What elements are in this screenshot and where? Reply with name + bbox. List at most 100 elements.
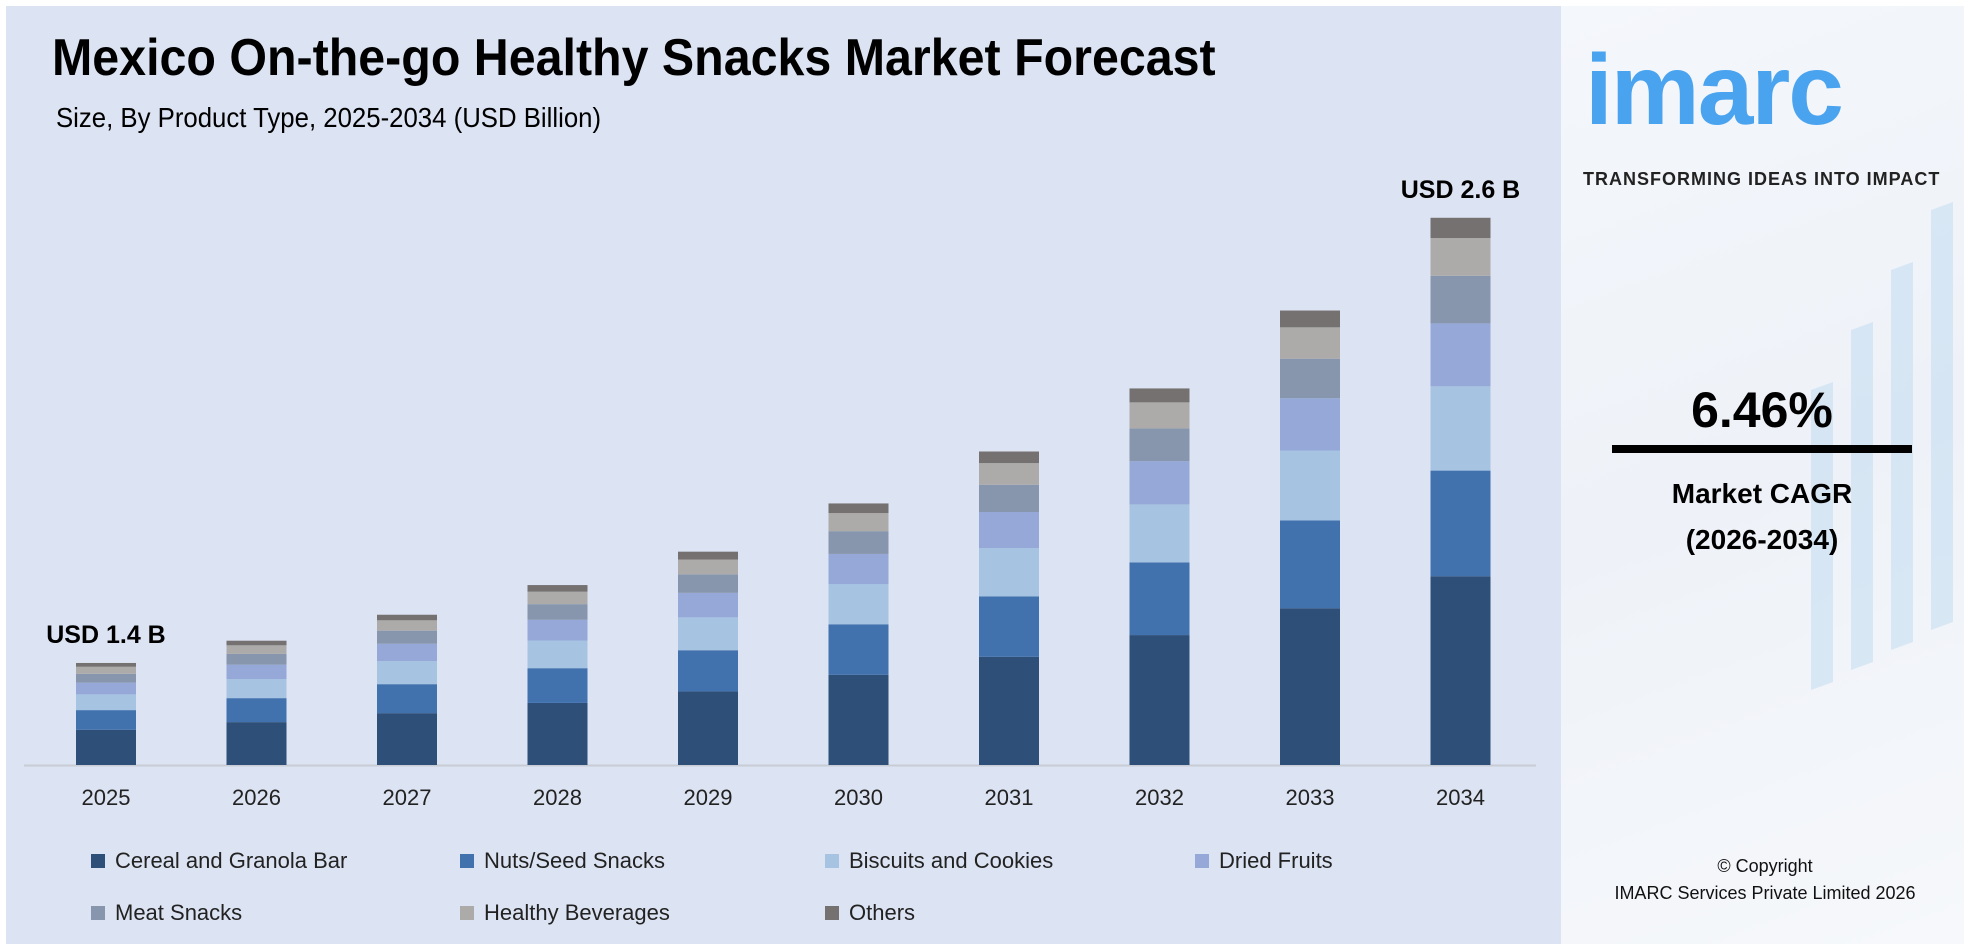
legend-item: Others — [825, 900, 915, 926]
bar-segment-2026-3 — [226, 664, 287, 679]
x-tick-label: 2028 — [533, 785, 582, 810]
bar-segment-2025-1 — [76, 710, 136, 730]
bar-segment-2028-3 — [527, 619, 588, 641]
x-tick-label: 2027 — [383, 785, 432, 810]
bar-segment-2026-4 — [226, 653, 287, 665]
bar-segment-2031-6 — [979, 451, 1039, 464]
legend-label: Nuts/Seed Snacks — [484, 848, 665, 873]
bar-segment-2032-6 — [1129, 388, 1190, 403]
bar-segment-2031-0 — [979, 656, 1039, 765]
bar-segment-2025-3 — [76, 682, 136, 695]
x-tick-label: 2030 — [834, 785, 883, 810]
bar-segment-2032-1 — [1129, 562, 1190, 636]
bar-segment-2029-4 — [678, 574, 738, 593]
bar-segment-2034-4 — [1430, 275, 1491, 324]
legend-label: Dried Fruits — [1219, 848, 1333, 873]
bar-segment-2026-1 — [226, 698, 287, 723]
bar-segment-2033-6 — [1280, 310, 1340, 328]
bar-segment-2033-5 — [1280, 327, 1340, 359]
cagr-divider — [1612, 445, 1912, 453]
legend-label: Others — [849, 900, 916, 925]
bar-segment-2026-0 — [226, 722, 287, 765]
bar-segment-2028-2 — [527, 640, 588, 669]
bar-segment-2030-1 — [828, 624, 889, 675]
bar-segment-2031-2 — [979, 548, 1039, 597]
bar-segment-2034-5 — [1430, 238, 1491, 276]
legend-label: Biscuits and Cookies — [849, 848, 1054, 873]
bar-segment-2033-4 — [1280, 358, 1340, 399]
legend-item: Healthy Beverages — [460, 900, 670, 926]
bar-segment-2027-3 — [377, 643, 437, 662]
bar-segment-2029-0 — [678, 691, 738, 765]
bar-segment-2034-3 — [1430, 323, 1491, 387]
bar-segment-2027-2 — [377, 661, 437, 685]
data-label-2025: USD 1.4 B — [46, 621, 165, 649]
bar-segment-2032-5 — [1129, 402, 1190, 429]
imarc-logo: imarc — [1585, 40, 1842, 140]
cagr-label: Market CAGR — [1671, 478, 1853, 509]
bar-segment-2029-2 — [678, 617, 738, 651]
bar-segment-2027-4 — [377, 630, 437, 644]
bar-segment-2030-5 — [828, 513, 889, 532]
bar-segment-2031-1 — [979, 596, 1039, 657]
bar-segment-2033-2 — [1280, 450, 1340, 521]
bar-segment-2029-5 — [678, 559, 738, 575]
bar-segment-2028-5 — [527, 591, 588, 605]
bar-segment-2033-3 — [1280, 398, 1340, 451]
legend-label: Meat Snacks — [115, 900, 243, 925]
bar-segment-2033-1 — [1280, 520, 1340, 609]
bar-segment-2026-6 — [226, 640, 287, 646]
bar-segment-2034-1 — [1430, 470, 1491, 577]
bar-segment-2027-6 — [377, 614, 437, 621]
legend-swatch — [91, 854, 105, 868]
legend-item: Dried Fruits — [1195, 848, 1333, 874]
x-tick-label: 2031 — [985, 785, 1034, 810]
legend-item: Cereal and Granola Bar — [91, 848, 347, 874]
bar-segment-2025-6 — [76, 662, 136, 667]
bar-segment-2025-2 — [76, 694, 136, 711]
bar-segment-2029-1 — [678, 650, 738, 692]
chart-subtitle: Size, By Product Type, 2025-2034 (USD Bi… — [56, 102, 602, 133]
bar-segment-2025-4 — [76, 673, 136, 683]
legend-swatch — [460, 906, 474, 920]
bar-segment-2031-5 — [979, 463, 1039, 485]
x-tick-label: 2032 — [1135, 785, 1184, 810]
copyright-line2: IMARC Services Private Limited 2026 — [1614, 883, 1916, 903]
bar-segment-2032-4 — [1129, 428, 1190, 462]
cagr-value: 6.46% — [1691, 382, 1833, 438]
bar-segment-2032-3 — [1129, 461, 1190, 505]
bar-segment-2026-5 — [226, 645, 287, 654]
legend-item: Meat Snacks — [91, 900, 242, 926]
bar-segment-2034-0 — [1430, 576, 1491, 765]
bar-segment-2031-4 — [979, 484, 1039, 513]
x-tick-label: 2034 — [1436, 785, 1485, 810]
bar-segment-2027-1 — [377, 684, 437, 714]
bar-segment-2025-0 — [76, 729, 136, 765]
legend-swatch — [1195, 854, 1209, 868]
bar-segment-2026-2 — [226, 678, 287, 699]
bar-segment-2032-2 — [1129, 504, 1190, 563]
logo-tagline: TRANSFORMING IDEAS INTO IMPACT — [1583, 169, 1941, 189]
bar-segment-2030-6 — [828, 503, 889, 514]
x-tick-label: 2025 — [82, 785, 131, 810]
bar-segment-2030-3 — [828, 553, 889, 585]
legend-swatch — [460, 854, 474, 868]
bar-segment-2028-1 — [527, 668, 588, 703]
legend-swatch — [825, 906, 839, 920]
bar-segment-2027-0 — [377, 713, 437, 765]
legend-label: Healthy Beverages — [484, 900, 670, 925]
bar-segment-2034-6 — [1430, 217, 1491, 239]
bar-segment-2033-0 — [1280, 608, 1340, 765]
bar-segment-2029-3 — [678, 592, 738, 618]
legend-swatch — [825, 854, 839, 868]
cagr-period: (2026-2034) — [1685, 524, 1839, 555]
bar-segment-2029-6 — [678, 551, 738, 560]
legend-item: Biscuits and Cookies — [825, 848, 1053, 874]
data-label-2034: USD 2.6 B — [1401, 176, 1520, 204]
copyright-line1: © Copyright — [1717, 856, 1813, 876]
bar-segment-2034-2 — [1430, 386, 1491, 471]
bar-segment-2025-5 — [76, 666, 136, 674]
legend-item: Nuts/Seed Snacks — [460, 848, 665, 874]
bar-segment-2028-0 — [527, 702, 588, 765]
